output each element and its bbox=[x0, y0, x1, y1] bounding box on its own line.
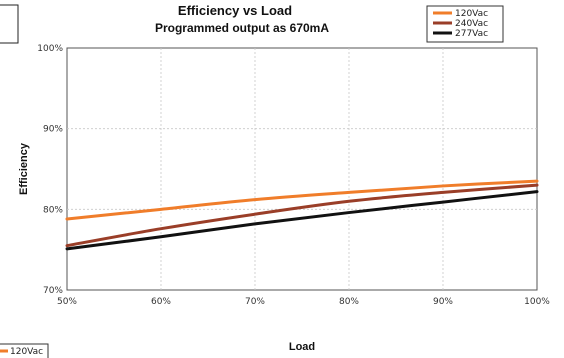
y-tick-label: 100% bbox=[37, 44, 63, 54]
x-tick-label: 60% bbox=[151, 297, 171, 307]
bottom-legend-label: 120Vac bbox=[10, 347, 43, 357]
y-tick-label: 90% bbox=[43, 125, 63, 135]
x-tick-label: 100% bbox=[524, 297, 550, 307]
legend-label: 120Vac bbox=[455, 9, 488, 19]
plot-area bbox=[66, 47, 538, 291]
clipped-box bbox=[0, 4, 19, 44]
y-tick-label: 70% bbox=[43, 286, 63, 296]
legend-label: 277Vac bbox=[455, 29, 488, 39]
chart-title: Efficiency vs Load bbox=[178, 3, 292, 18]
bottom-legend-box bbox=[0, 343, 49, 358]
gridlines bbox=[67, 48, 537, 290]
x-tick-label: 90% bbox=[433, 297, 453, 307]
y-axis-ticks: 70% 80% 90% 100% bbox=[37, 44, 63, 296]
x-tick-label: 50% bbox=[57, 297, 77, 307]
x-tick-label: 70% bbox=[245, 297, 265, 307]
x-axis-title: Load bbox=[289, 341, 315, 353]
chart-subtitle: Programmed output as 670mA bbox=[155, 21, 329, 35]
series-line-240Vac bbox=[65, 183, 539, 248]
x-axis-ticks: 50% 60% 70% 80% 90% 100% bbox=[57, 297, 550, 307]
series-line-277Vac bbox=[65, 190, 539, 251]
series-lines bbox=[65, 179, 539, 251]
y-axis-title: Efficiency bbox=[18, 142, 30, 195]
y-tick-label: 80% bbox=[43, 205, 63, 215]
x-tick-label: 80% bbox=[339, 297, 359, 307]
legend-label: 240Vac bbox=[455, 19, 488, 29]
series-line-120Vac bbox=[65, 179, 539, 221]
bottom-legend: 120Vac bbox=[0, 343, 49, 358]
legend-box bbox=[426, 5, 504, 43]
